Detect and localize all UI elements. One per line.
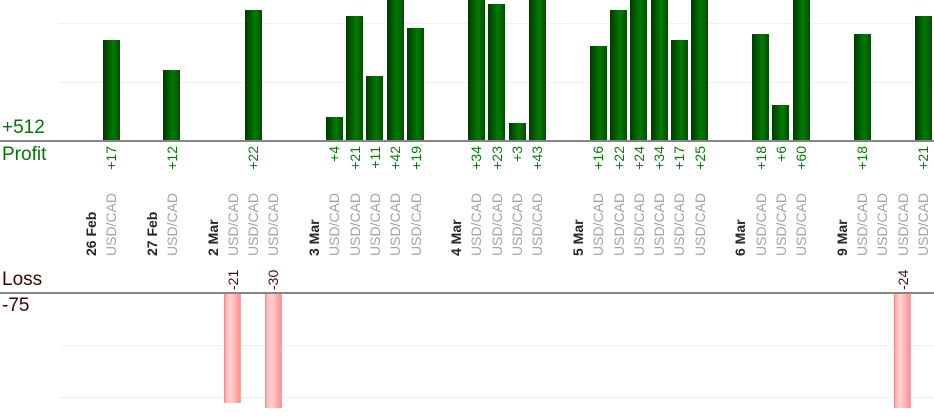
profit-bar: [386, 0, 404, 141]
profit-bar: [589, 45, 607, 141]
profit-axis-line: [0, 140, 934, 142]
profit-bar: [508, 123, 526, 141]
profit-bar: [325, 117, 343, 141]
profit-value-label: +3: [509, 146, 525, 162]
symbol-label: USD/CAD: [915, 192, 931, 256]
profit-bar: [244, 10, 262, 141]
loss-value-label: -30: [265, 269, 282, 290]
profit-bar: [650, 0, 668, 141]
profit-bar: [488, 4, 506, 141]
profit-value-label: +25: [691, 146, 708, 170]
loss-bars-area: [0, 294, 934, 408]
profit-axis-title: Profit: [2, 144, 47, 165]
profit-value-label: +19: [407, 146, 424, 170]
profit-value-label: +43: [529, 146, 546, 170]
profit-bar: [610, 10, 627, 141]
profit-bar: [670, 39, 688, 141]
profit-value-label: +21: [915, 146, 931, 170]
loss-axis-title: Loss: [2, 269, 43, 290]
profit-value-label: +6: [772, 146, 789, 162]
loss-value-label: -24: [894, 269, 911, 290]
profit-bar: [163, 69, 181, 141]
loss-gridline: [60, 345, 934, 346]
profit-bar: [772, 105, 790, 141]
profit-bar: [467, 0, 485, 141]
profit-value-label: +18: [854, 146, 871, 170]
profit-bar: [102, 39, 120, 141]
profit-bar: [366, 75, 384, 141]
loss-axis-line: [0, 292, 934, 294]
profit-bar: [691, 0, 709, 141]
profit-bar: [752, 33, 770, 141]
profit-bar: [346, 16, 364, 141]
loss-bar: [224, 294, 242, 404]
profit-bar: [914, 16, 932, 141]
profit-value-label: +22: [245, 146, 262, 170]
profit-bar: [792, 0, 810, 141]
profit-value-label: +12: [163, 146, 180, 170]
loss-bar: [264, 294, 282, 408]
profit-total-label: +512: [2, 117, 45, 138]
profit-bar: [630, 0, 648, 141]
loss-total-label: -75: [2, 295, 30, 316]
profit-bars-area: [0, 0, 934, 141]
profit-value-label: +17: [103, 146, 119, 170]
profit-bar: [528, 0, 546, 141]
profit-bar: [853, 33, 871, 141]
profit-value-label: +4: [326, 146, 343, 162]
profit-value-label: +60: [793, 146, 810, 170]
loss-bar: [894, 294, 912, 408]
loss-gridline: [60, 397, 934, 398]
loss-value-label: -21: [224, 269, 241, 290]
profit-bar: [407, 28, 424, 141]
